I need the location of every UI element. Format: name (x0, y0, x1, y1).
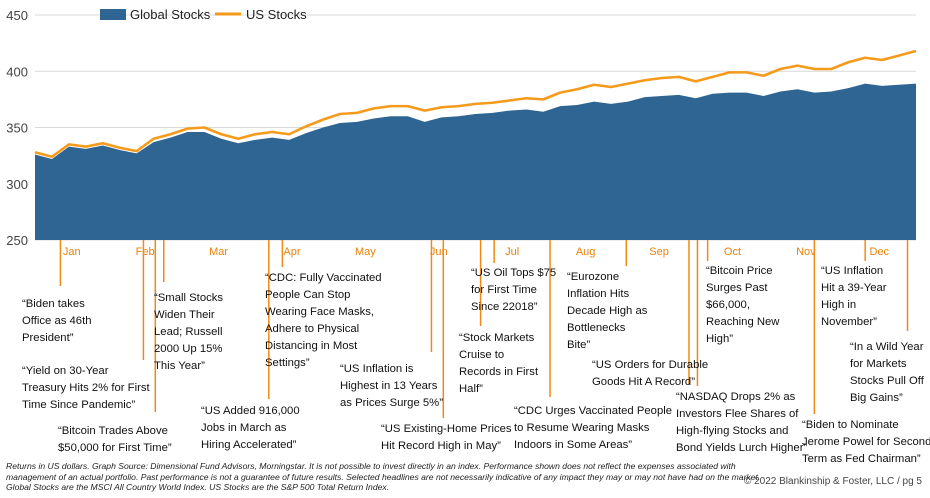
headline-annotation: “Bitcoin Price Surges Past $66,000, Reac… (706, 265, 780, 345)
headline-annotation: “US Added 916,000 Jobs in March as Hirin… (201, 405, 300, 451)
headline-annotation: “Small Stocks Widen Their Lead; Russell … (154, 292, 224, 372)
x-tick-label: Jan (63, 246, 81, 258)
headline-annotation: “Eurozone Inflation Hits Decade High as … (567, 271, 648, 351)
x-tick-label: May (355, 246, 376, 258)
y-tick-label: 450 (6, 8, 28, 23)
y-tick-label: 400 (6, 64, 28, 79)
x-tick-label: Nov (796, 246, 816, 258)
headline-annotation: “NASDAQ Drops 2% as Investors Flee Share… (676, 391, 808, 454)
x-tick-label: Jul (505, 246, 519, 258)
annotation-leaders (59, 240, 909, 418)
footnote: Returns in US dollars. Graph Source: Dim… (6, 461, 761, 493)
headline-annotation: “US Inflation is Highest in 13 Years as … (340, 363, 443, 409)
headline-annotation: “Biden takes Office as 46th President” (22, 298, 92, 344)
stock-chart: 250 300 350 400 450 Jan Feb Mar Apr May Jun Jul Aug… (6, 7, 917, 418)
headline-annotation: “CDC Urges Vaccinated People to Resume W… (514, 405, 673, 451)
x-tick-label: Sep (649, 246, 669, 258)
series-area-global-stocks (35, 83, 916, 240)
x-tick-label: Dec (870, 246, 890, 258)
plot-area (34, 49, 917, 240)
headline-annotation: “US Existing-Home Prices Hit Record High… (381, 423, 512, 452)
headline-annotation: “In a Wild Year for Markets Stocks Pull … (850, 341, 924, 404)
copyright: © 2022 Blankinship & Foster, LLC / pg 5 (743, 476, 922, 487)
x-tick-label: Jun (430, 246, 448, 258)
y-axis: 250 300 350 400 450 (6, 8, 28, 248)
x-tick-label: Aug (576, 246, 596, 258)
x-tick-label: Mar (209, 246, 228, 258)
legend-swatch-global-stocks (100, 9, 126, 20)
legend: Global Stocks US Stocks (100, 7, 307, 22)
series-line-us-stocks (34, 49, 917, 159)
headline-annotation: “Yield on 30-Year Treasury Hits 2% for F… (22, 365, 150, 411)
headline-annotation: “Biden to Nominate Jerome Powel for Seco… (802, 419, 930, 465)
x-tick-label: Feb (136, 246, 155, 258)
x-tick-label: Oct (724, 246, 741, 258)
y-tick-label: 250 (6, 233, 28, 248)
headline-annotation: “Stock Markets Cruise to Records in Firs… (459, 332, 539, 395)
x-axis: Jan Feb Mar Apr May Jun Jul Aug Sep Oct Nov Dec (63, 246, 890, 258)
legend-label-global-stocks: Global Stocks (130, 7, 211, 22)
headline-annotation: “US Inflation Hit a 39-Year High in Nove… (821, 265, 887, 328)
y-tick-label: 350 (6, 121, 28, 136)
legend-label-us-stocks: US Stocks (246, 7, 307, 22)
x-tick-label: Apr (283, 246, 300, 258)
headline-annotation: “US Oil Tops $75 for First Time Since 22… (471, 267, 557, 313)
y-tick-label: 300 (6, 177, 28, 192)
headline-annotation: “US Orders for Durable Goods Hit A Recor… (592, 359, 709, 388)
headline-annotation: “CDC: Fully Vaccinated People Can Stop W… (265, 272, 382, 369)
headline-annotation: “Bitcoin Trades Above $50,000 for First … (58, 425, 172, 454)
